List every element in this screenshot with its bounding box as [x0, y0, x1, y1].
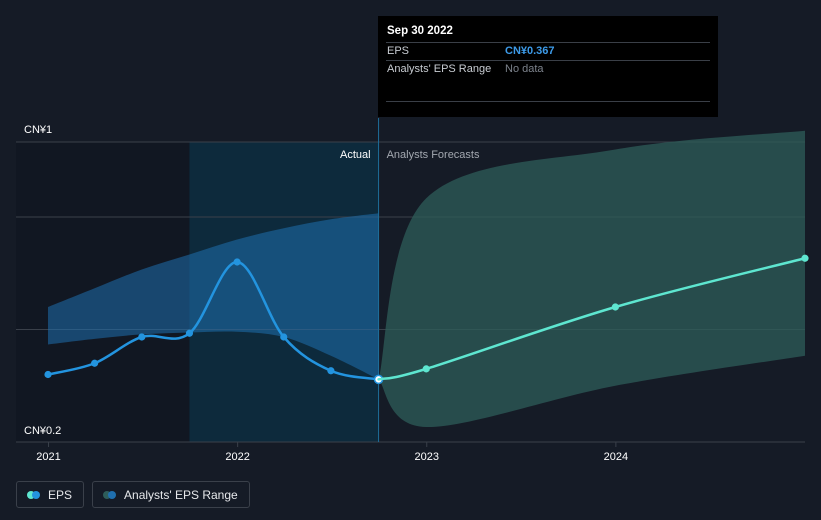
- eps-point-forecast-3: [801, 254, 809, 262]
- legend-range-button[interactable]: Analysts' EPS Range: [92, 481, 250, 508]
- tooltip-eps-label: EPS: [387, 45, 410, 57]
- eps-swatch-dot-actual: [32, 490, 40, 499]
- eps-swatch-dot-forecast: [27, 490, 35, 499]
- eps-point-actual-6: [327, 367, 335, 375]
- x-tick-label-1: 2022: [225, 451, 249, 463]
- legend-eps-button[interactable]: EPS: [16, 481, 85, 508]
- eps-point-actual-5: [280, 333, 288, 341]
- tooltip-range-label: Analysts' EPS Range: [387, 63, 492, 75]
- legend-range-label: Analysts' EPS Range: [124, 487, 238, 502]
- range-band-forecast: [378, 130, 805, 428]
- eps-point-actual-1: [91, 359, 99, 367]
- eps-point-actual-0: [44, 370, 52, 379]
- eps-line-forecast: [377, 257, 807, 381]
- y-axis-label-top: CN¥1: [24, 124, 52, 136]
- x-tick-label-0: 2021: [36, 451, 60, 463]
- eps-point-actual-3: [185, 329, 194, 337]
- tooltip-range-row: Analysts' EPS Range No data: [386, 60, 710, 102]
- actual-label: Actual: [340, 149, 371, 161]
- x-tick-label-2: 2023: [415, 451, 439, 463]
- eps-point-forecast-2: [611, 303, 619, 311]
- y-axis-label-bottom: CN¥0.2: [24, 425, 61, 437]
- legend-eps-label: EPS: [48, 487, 73, 502]
- range-swatch-dot-actual: [108, 490, 117, 499]
- tooltip-eps-value: CN¥0.367: [505, 45, 555, 57]
- eps-swatch-icon: [27, 490, 40, 499]
- eps-point-actual-2: [138, 333, 146, 341]
- x-tick-label-3: 2024: [604, 451, 628, 463]
- tooltip-eps-row: EPS CN¥0.367: [386, 42, 710, 60]
- range-swatch-icon: [103, 490, 117, 499]
- tooltip: Sep 30 2022 EPS CN¥0.367 Analysts' EPS R…: [378, 16, 718, 117]
- eps-point-forecast-1: [422, 365, 430, 373]
- forecast-label: Analysts Forecasts: [387, 149, 480, 161]
- eps-line-actual: [46, 260, 380, 381]
- legend: EPS Analysts' EPS Range: [16, 481, 250, 508]
- tooltip-range-value: No data: [505, 63, 544, 75]
- range-band-actual: [48, 213, 379, 380]
- range-swatch-dot-forecast: [103, 490, 112, 499]
- tooltip-date: Sep 30 2022: [387, 25, 453, 37]
- eps-point-actual-4: [233, 258, 241, 266]
